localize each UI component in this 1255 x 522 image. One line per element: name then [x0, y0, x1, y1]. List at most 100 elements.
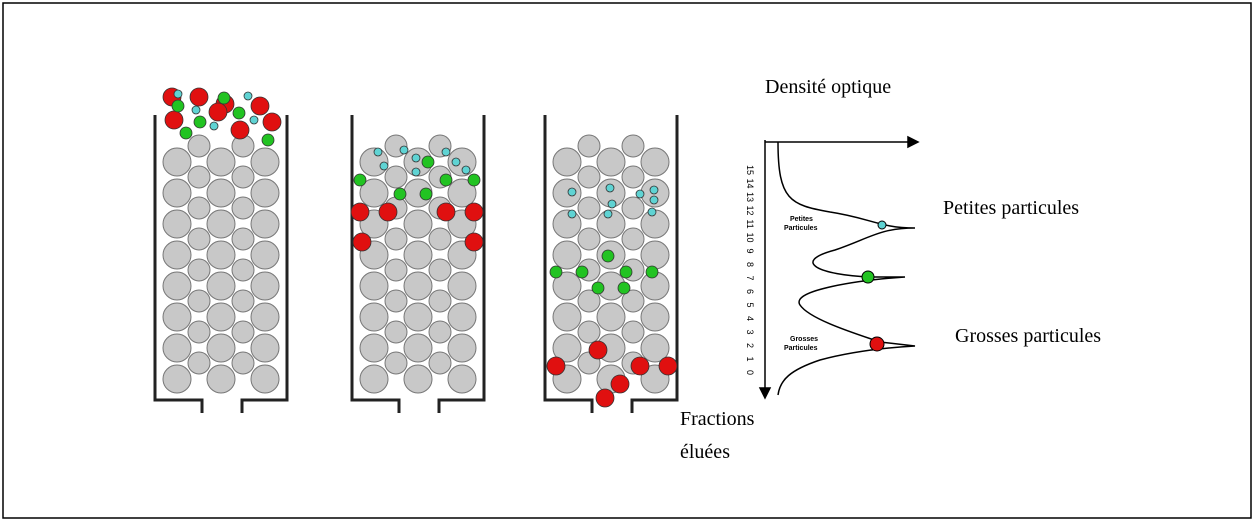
bead — [188, 259, 210, 281]
peak-inline-label: Particules — [784, 345, 818, 352]
bead — [163, 303, 191, 331]
particle — [165, 111, 183, 129]
bead — [188, 290, 210, 312]
fraction-number: 14 — [745, 178, 755, 188]
bead — [163, 241, 191, 269]
columns — [155, 88, 677, 413]
bead — [251, 365, 279, 393]
particle — [568, 188, 576, 196]
x-axis-label: Fractions — [680, 408, 755, 430]
particle — [231, 121, 249, 139]
particle — [354, 174, 366, 186]
bead — [553, 210, 581, 238]
bead — [232, 197, 254, 219]
bead — [188, 352, 210, 374]
fraction-number: 7 — [745, 275, 755, 280]
particle — [437, 203, 455, 221]
bead — [404, 365, 432, 393]
bead — [385, 259, 407, 281]
particle — [412, 168, 420, 176]
bead — [622, 321, 644, 343]
fraction-number: 1 — [745, 356, 755, 361]
bead — [360, 272, 388, 300]
fraction-number: 12 — [745, 205, 755, 215]
bead — [207, 148, 235, 176]
bead — [251, 179, 279, 207]
fraction-number: 11 — [745, 219, 755, 228]
peak-inline-label: Petites — [790, 216, 813, 223]
particle — [465, 233, 483, 251]
bead — [207, 334, 235, 362]
particle — [244, 92, 252, 100]
bead — [188, 135, 210, 157]
bead — [188, 197, 210, 219]
particle — [604, 210, 612, 218]
bead — [641, 303, 669, 331]
bead — [163, 272, 191, 300]
particle — [218, 92, 230, 104]
fraction-number: 2 — [745, 343, 755, 348]
bead — [429, 321, 451, 343]
bead — [232, 166, 254, 188]
particle — [422, 156, 434, 168]
bead — [553, 148, 581, 176]
bead — [163, 148, 191, 176]
particle — [351, 203, 369, 221]
bead — [448, 272, 476, 300]
particle — [631, 357, 649, 375]
particle — [420, 188, 432, 200]
particle — [650, 186, 658, 194]
bead — [251, 272, 279, 300]
peak-dot — [878, 221, 886, 229]
particle — [442, 148, 450, 156]
bead — [429, 290, 451, 312]
fraction-number: 9 — [745, 248, 755, 253]
bead — [404, 303, 432, 331]
arrow — [908, 137, 918, 147]
particle — [608, 200, 616, 208]
peak-dot — [862, 271, 874, 283]
particle — [602, 250, 614, 262]
bead — [641, 241, 669, 269]
bead — [429, 352, 451, 374]
particle — [250, 116, 258, 124]
particle — [589, 341, 607, 359]
particle — [596, 389, 614, 407]
elution-curve — [778, 142, 915, 395]
bead — [404, 272, 432, 300]
particle — [465, 203, 483, 221]
bead — [163, 365, 191, 393]
bead — [553, 303, 581, 331]
bead — [232, 228, 254, 250]
bead — [188, 228, 210, 250]
bead — [207, 272, 235, 300]
arrow — [760, 388, 770, 398]
particle — [440, 174, 452, 186]
bead — [578, 321, 600, 343]
bead — [232, 352, 254, 374]
bead — [448, 334, 476, 362]
fraction-number: 4 — [745, 316, 755, 321]
particle — [606, 184, 614, 192]
particle — [174, 90, 182, 98]
bead — [251, 148, 279, 176]
fraction-number: 10 — [745, 232, 755, 242]
bead — [163, 179, 191, 207]
particle — [172, 100, 184, 112]
bead — [232, 290, 254, 312]
particle — [210, 122, 218, 130]
particle — [400, 146, 408, 154]
bead — [578, 135, 600, 157]
bead — [385, 321, 407, 343]
bead — [207, 210, 235, 238]
bead — [622, 135, 644, 157]
bead — [578, 197, 600, 219]
fraction-number: 13 — [745, 192, 755, 202]
bead — [251, 241, 279, 269]
bead — [232, 259, 254, 281]
bead — [385, 166, 407, 188]
fraction-number: 3 — [745, 329, 755, 334]
bead — [622, 228, 644, 250]
fraction-number: 0 — [745, 370, 755, 375]
fraction-numbers: 1514131211109876543210 — [745, 165, 755, 375]
